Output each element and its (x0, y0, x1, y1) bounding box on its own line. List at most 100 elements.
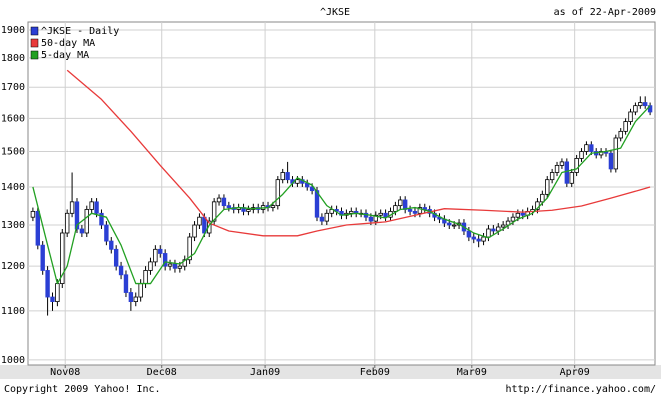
candle-body (275, 179, 281, 207)
candle-body (138, 283, 143, 298)
source-url: http://finance.yahoo.com/ (505, 384, 656, 395)
ma-line (32, 105, 651, 285)
candle-body (50, 296, 55, 303)
candle-body (60, 232, 65, 284)
candle-body (84, 209, 89, 234)
candle-body (554, 164, 560, 173)
candle-body (608, 152, 614, 170)
candle-body (510, 216, 516, 222)
candle-body (496, 226, 501, 232)
candle-body (123, 274, 129, 293)
candle-body (187, 236, 192, 261)
chart-title: ^JKSE (320, 7, 350, 18)
candle-body (202, 216, 207, 234)
x-tick-label: Nov08 (50, 367, 80, 378)
candle-body (618, 130, 623, 139)
candle-body (55, 283, 60, 303)
candle-body (589, 144, 594, 152)
candle-body (177, 265, 183, 269)
candle-body (476, 238, 481, 242)
candle-body (113, 248, 119, 267)
candle-body (133, 296, 138, 303)
legend-swatch (30, 50, 39, 60)
candle-body (172, 263, 178, 269)
candle-body (226, 205, 232, 208)
candle-body (447, 222, 452, 226)
candle-body (162, 253, 168, 267)
candle-body (569, 172, 574, 184)
candle-body (319, 216, 325, 222)
y-tick-label: 1700 (1, 82, 25, 93)
candle-body (153, 248, 158, 263)
candle-body (309, 186, 315, 192)
y-tick-label: 1500 (1, 147, 25, 158)
candle-body (549, 172, 555, 181)
candle-body (221, 197, 227, 207)
candle-body (314, 190, 320, 218)
candle-body (368, 216, 374, 222)
candle-body (295, 179, 300, 184)
candle-body (564, 161, 570, 184)
candle-body (211, 201, 217, 222)
candle-body (633, 105, 638, 113)
candle-body (373, 214, 378, 222)
legend-label: ^JKSE - Daily (41, 26, 119, 37)
candle-body (393, 205, 398, 212)
chart-subtitle: as of 22-Apr-2009 (554, 7, 656, 18)
y-tick-label: 1000 (1, 355, 25, 366)
candle-body (613, 137, 619, 170)
x-tick-label: Apr09 (560, 367, 590, 378)
candle-body (383, 212, 388, 218)
y-tick-label: 1900 (1, 25, 25, 36)
candle-body (216, 197, 222, 203)
candle-body (451, 224, 457, 227)
x-tick-label: Jan09 (250, 367, 280, 378)
y-tick-label: 1400 (1, 182, 25, 193)
candle-body (45, 270, 50, 298)
candle-body (109, 240, 114, 250)
legend-label: 5-day MA (41, 50, 89, 61)
candle-body (559, 161, 565, 166)
legend-swatch (30, 26, 39, 36)
candle-body (491, 228, 496, 232)
candle-body (417, 207, 423, 214)
x-axis-band (0, 365, 661, 379)
candle-body (324, 212, 330, 222)
legend-swatch (30, 38, 39, 48)
candle-body (270, 205, 276, 208)
candle-body (628, 111, 633, 122)
candle-body (466, 230, 472, 238)
x-tick-label: Dec08 (147, 367, 177, 378)
candle-body (79, 228, 85, 234)
y-tick-label: 1100 (1, 306, 25, 317)
candle-body (540, 193, 545, 203)
x-tick-label: Mar09 (457, 367, 487, 378)
candle-body (643, 102, 648, 107)
candle-body (192, 224, 197, 238)
candle-body (35, 210, 40, 246)
candle-body (69, 201, 75, 214)
candle-body (158, 248, 163, 254)
candle-body (349, 210, 354, 214)
y-tick-label: 1300 (1, 220, 25, 231)
candle-body (378, 212, 383, 216)
candle-body (148, 261, 153, 271)
candle-body (545, 179, 550, 195)
candle-body (197, 216, 202, 226)
candle-body (167, 263, 173, 267)
copyright: Copyright 2009 Yahoo! Inc. (4, 384, 161, 395)
candle-body (584, 144, 589, 152)
candle-body (638, 102, 643, 107)
y-tick-label: 1600 (1, 113, 25, 124)
candle-body (246, 209, 251, 212)
candle-body (40, 244, 45, 271)
candle-body (207, 220, 212, 234)
candle-body (520, 212, 525, 216)
candle-body (128, 292, 134, 303)
candle-body (285, 172, 290, 181)
legend-label: 50-day MA (41, 38, 95, 49)
candle-body (407, 209, 413, 212)
candle-body (99, 212, 104, 226)
